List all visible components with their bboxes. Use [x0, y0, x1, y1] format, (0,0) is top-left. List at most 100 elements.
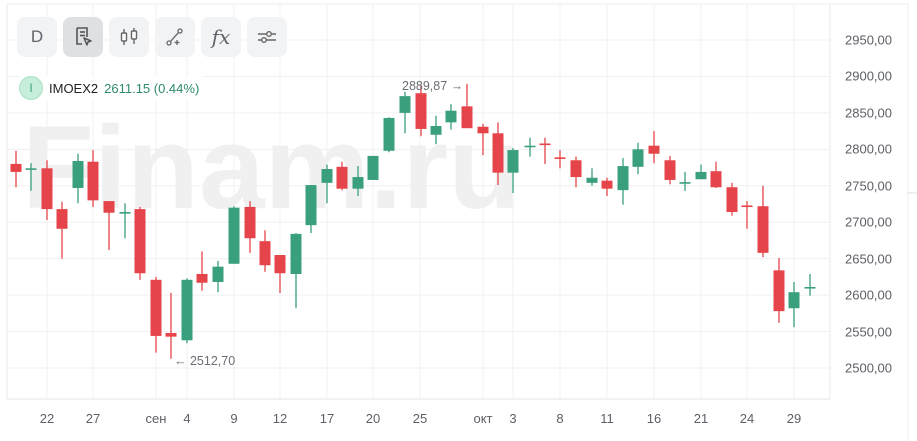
cursor-doc-icon [76, 27, 92, 46]
candle[interactable] [352, 166, 364, 196]
candle[interactable] [726, 182, 738, 216]
candle[interactable] [461, 83, 473, 129]
time-tick-label: 12 [272, 411, 288, 426]
candle[interactable] [648, 131, 660, 164]
candle[interactable] [399, 91, 411, 134]
time-tick-label: 17 [319, 411, 335, 426]
candle[interactable] [664, 155, 676, 185]
time-tick-label: 27 [85, 411, 101, 426]
price-tick-label: 2850,00 [845, 105, 892, 121]
candle[interactable] [165, 292, 177, 359]
price-tick-label: 2600,00 [845, 287, 892, 303]
max-price-label: 2889,87 → [402, 79, 464, 93]
candle[interactable] [305, 185, 317, 234]
candle[interactable] [212, 260, 224, 293]
line-tool-icon [166, 28, 183, 46]
candle[interactable] [539, 137, 551, 164]
candle[interactable] [150, 276, 162, 353]
candle[interactable] [103, 201, 115, 250]
candle[interactable] [87, 150, 99, 207]
price-tick-label: 2700,00 [845, 214, 892, 230]
interval-label: D [30, 27, 44, 46]
price-tick-label: 2950,00 [845, 32, 892, 48]
candle[interactable] [72, 153, 84, 204]
drawing-tools-button[interactable] [155, 17, 195, 57]
min-price-label: ← 2512,70 [174, 354, 236, 368]
candle[interactable] [524, 137, 536, 157]
price-tick-label: 2550,00 [845, 324, 892, 340]
time-tick-label: 20 [365, 411, 381, 426]
candle[interactable] [383, 117, 395, 153]
candle[interactable] [507, 147, 519, 194]
chart-toolbar: D [17, 17, 287, 57]
price-tick-label: 2500,00 [845, 360, 892, 376]
candle[interactable] [181, 278, 193, 344]
instrument-legend[interactable]: I IMOEX2 2611.15 (0.44%) [19, 76, 204, 100]
candle[interactable] [570, 156, 582, 188]
candle[interactable] [25, 163, 37, 191]
price-tick-label: 2900,00 [845, 68, 892, 84]
candle[interactable] [367, 155, 379, 180]
candle[interactable] [56, 201, 68, 259]
candle[interactable] [196, 251, 208, 291]
time-tick-label: 24 [739, 411, 755, 426]
price-tick-label: 2650,00 [845, 251, 892, 267]
time-tick-label: 11 [600, 411, 614, 426]
candle[interactable] [415, 85, 427, 137]
candlestick-icon [120, 28, 138, 45]
time-tick-label: 3 [509, 411, 517, 426]
time-tick-label: сен [145, 411, 167, 426]
candle[interactable] [695, 164, 707, 180]
time-tick-label: 4 [183, 411, 191, 426]
candle[interactable] [741, 201, 753, 229]
candle[interactable] [290, 233, 302, 309]
candle[interactable] [134, 206, 146, 280]
candle[interactable] [321, 164, 333, 204]
candle[interactable] [119, 203, 131, 239]
sliders-icon [258, 31, 276, 43]
candle[interactable] [617, 158, 629, 205]
time-tick-label: окт [473, 411, 493, 426]
candle[interactable] [804, 273, 816, 296]
instrument-symbol: IMOEX2 [49, 80, 99, 96]
candle[interactable] [788, 281, 800, 328]
candle[interactable] [710, 161, 722, 188]
candle[interactable] [632, 142, 644, 175]
candle[interactable] [336, 161, 348, 191]
time-tick-label: 16 [646, 411, 662, 426]
candle[interactable] [244, 201, 256, 253]
candle[interactable] [601, 177, 613, 196]
candle[interactable] [10, 150, 22, 188]
time-tick-label: 8 [556, 411, 564, 426]
price-tick-label: 2750,00 [845, 178, 892, 194]
candle[interactable] [492, 122, 504, 186]
candle[interactable] [228, 206, 240, 264]
time-tick-label: 22 [39, 411, 55, 426]
function-icon: fx [211, 25, 231, 49]
candle[interactable] [554, 150, 566, 169]
candle[interactable] [586, 168, 598, 186]
candle[interactable] [259, 230, 271, 272]
settings-button[interactable] [247, 17, 287, 57]
candle[interactable] [773, 257, 785, 323]
chart-type-button[interactable] [109, 17, 149, 57]
time-tick-label: 9 [230, 411, 238, 426]
candle[interactable] [41, 160, 53, 221]
indicator-badge: I [19, 76, 43, 100]
time-tick-label: 29 [786, 411, 802, 426]
cursor-mode-button[interactable] [63, 17, 103, 57]
interval-button[interactable]: D [17, 17, 57, 57]
candle[interactable] [274, 255, 286, 293]
candle[interactable] [445, 104, 457, 130]
candle[interactable] [477, 123, 489, 156]
time-tick-label: 21 [693, 411, 709, 426]
indicators-button[interactable]: fx [201, 17, 241, 57]
time-tick-label: 25 [412, 411, 428, 426]
price-tick-label: 2800,00 [845, 141, 892, 157]
candle[interactable] [679, 171, 691, 191]
instrument-value: 2611.15 (0.44%) [104, 80, 200, 96]
candle[interactable] [430, 115, 442, 145]
candle[interactable] [757, 185, 769, 258]
